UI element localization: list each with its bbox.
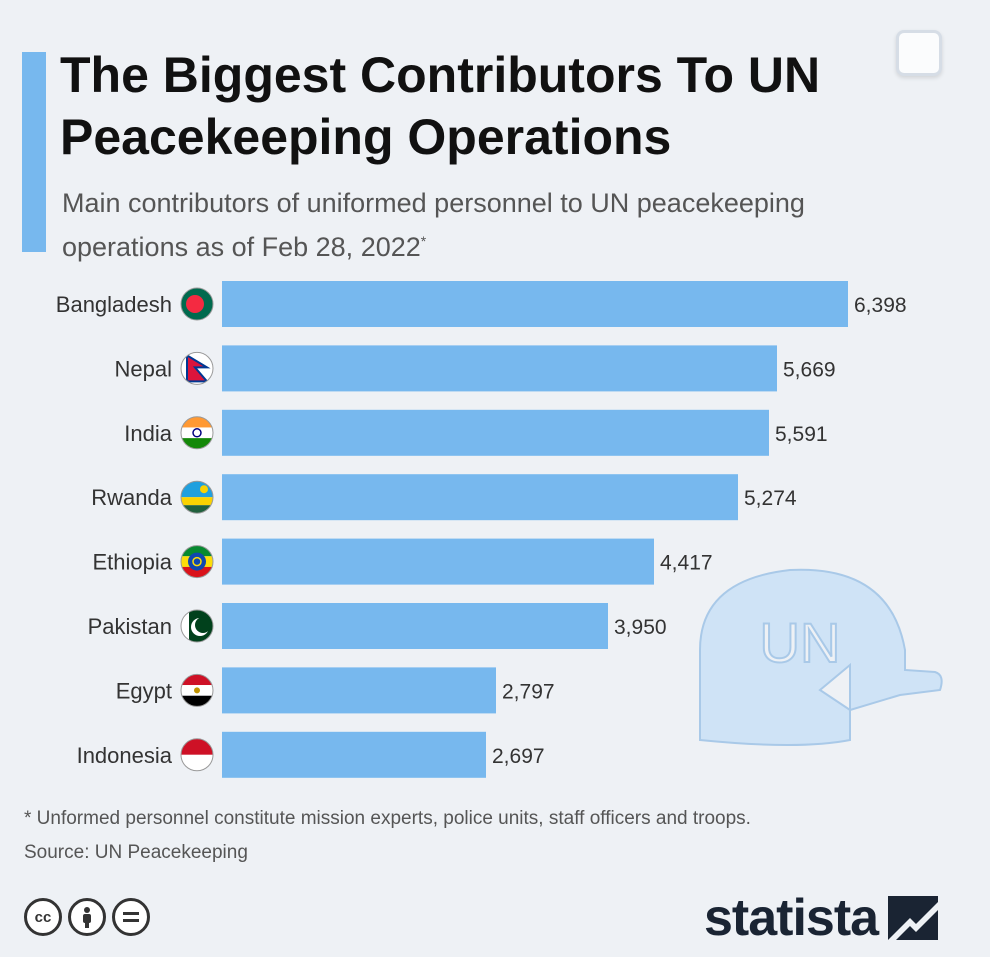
attribution-icon[interactable] (68, 898, 106, 936)
statista-mark-icon (888, 896, 939, 940)
ethiopia-flag-icon (180, 545, 214, 579)
category-label: India (124, 421, 172, 446)
nepal-flag-icon (180, 351, 214, 385)
indonesia-flag-icon (180, 738, 214, 772)
brand-name: statista (704, 889, 879, 947)
india-flag-icon (180, 416, 214, 450)
value-label: 6,398 (854, 294, 907, 317)
category-label: Nepal (115, 356, 172, 381)
bar-nepal (222, 345, 777, 392)
bar-pakistan (222, 603, 608, 649)
pakistan-flag-icon (180, 609, 214, 643)
license-icons: cc (24, 898, 150, 936)
bar-egypt (222, 667, 496, 714)
egypt-flag-icon (180, 673, 214, 707)
category-label: Egypt (116, 678, 172, 703)
bar-rwanda (222, 474, 738, 521)
bar-ethiopia (222, 538, 654, 585)
value-label: 5,591 (775, 423, 828, 446)
statista-logo[interactable]: statista (704, 888, 939, 948)
value-label: 5,669 (783, 358, 836, 381)
rwanda-flag-icon (180, 480, 214, 514)
category-label: Pakistan (88, 614, 172, 639)
bar-bangladesh (222, 281, 848, 327)
value-label: 5,274 (744, 487, 797, 510)
cc-icon-label: cc (34, 908, 52, 926)
corner-checkbox[interactable] (896, 30, 942, 76)
bar-indonesia (222, 731, 486, 778)
value-label: 2,797 (502, 680, 555, 703)
bar-chart: UN Bangladesh 6,398 Nepal 5,669 India 5,591 Rw… (56, 281, 943, 778)
bar-india (222, 409, 769, 456)
chart-title: The Biggest Contributors To UN Peacekeep… (60, 47, 821, 165)
cc-icon[interactable]: cc (24, 898, 62, 936)
value-label: 4,417 (660, 552, 713, 575)
subtitle-marker: * (420, 233, 427, 249)
category-label: Bangladesh (56, 292, 172, 317)
category-label: Rwanda (91, 485, 172, 510)
chart-subtitle: Main contributors of uniformed personnel… (62, 184, 822, 266)
helmet-label: UN (760, 611, 841, 674)
title-accent-bar (22, 52, 46, 252)
category-label: Ethiopia (92, 550, 172, 575)
no-derivatives-icon[interactable] (112, 898, 150, 936)
subtitle-text: Main contributors of uniformed personnel… (62, 188, 805, 262)
un-helmet-icon: UN (699, 568, 943, 746)
source-note: Source: UN Peacekeeping (24, 842, 248, 863)
value-label: 2,697 (492, 745, 545, 768)
category-label: Indonesia (77, 743, 173, 768)
footnote: * Unformed personnel constitute mission … (24, 808, 751, 829)
bangladesh-flag-icon (180, 287, 214, 321)
value-label: 3,950 (614, 616, 667, 639)
